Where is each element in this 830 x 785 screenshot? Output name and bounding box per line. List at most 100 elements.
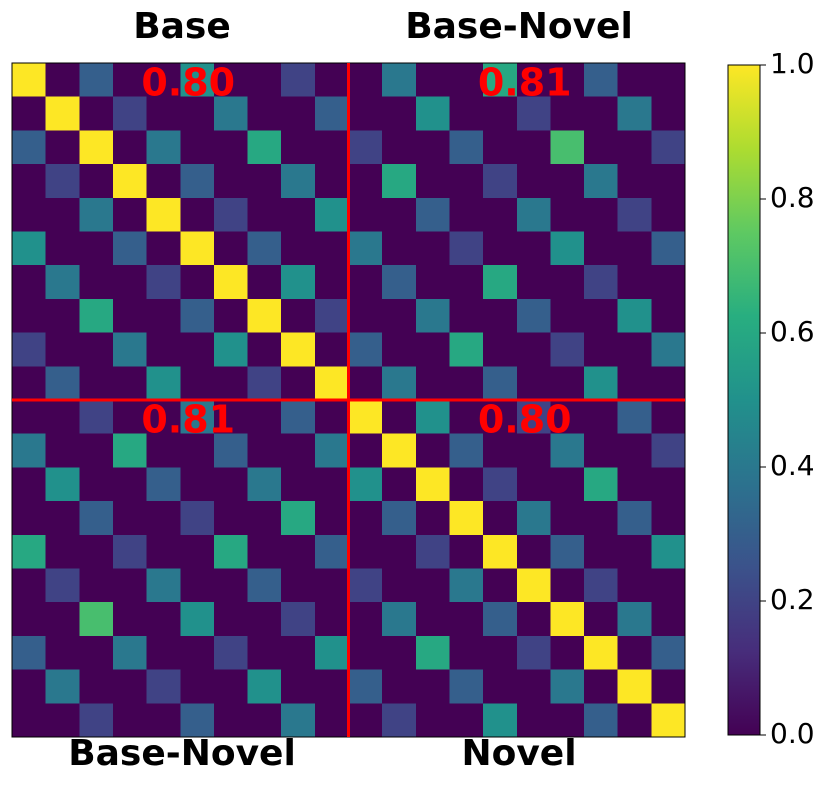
heatmap-cell bbox=[45, 130, 80, 165]
heatmap-cell bbox=[180, 669, 215, 704]
bottom-label: Novel bbox=[461, 733, 576, 774]
heatmap-cell bbox=[382, 63, 417, 98]
heatmap-cell bbox=[584, 501, 619, 536]
heatmap-cell bbox=[281, 433, 316, 468]
heatmap-cell bbox=[483, 63, 518, 98]
heatmap-cell bbox=[79, 265, 114, 300]
heatmap-cell bbox=[247, 467, 282, 502]
heatmap-cell bbox=[45, 635, 80, 671]
heatmap-cell bbox=[314, 467, 349, 502]
heatmap-cell bbox=[180, 602, 215, 637]
heatmap-cell bbox=[180, 298, 215, 334]
heatmap-cell bbox=[180, 265, 215, 300]
heatmap-cell bbox=[382, 669, 417, 704]
heatmap-cell bbox=[146, 669, 181, 704]
heatmap-cell bbox=[348, 298, 383, 334]
heatmap-cell bbox=[651, 96, 686, 131]
heatmap-cell bbox=[449, 501, 484, 536]
heatmap-cell bbox=[12, 332, 47, 367]
heatmap-cell bbox=[550, 298, 585, 334]
heatmap-cell bbox=[79, 298, 114, 334]
heatmap-cell bbox=[146, 197, 181, 232]
heatmap-cell bbox=[79, 568, 114, 603]
heatmap-cell bbox=[314, 568, 349, 603]
colorbar-tick-label: 1.0 bbox=[770, 47, 815, 80]
heatmap-cell bbox=[314, 534, 349, 569]
heatmap-cell bbox=[12, 602, 47, 637]
heatmap-cell bbox=[483, 298, 518, 334]
heatmap-cell bbox=[382, 366, 417, 401]
annotation: 0.80 bbox=[141, 61, 235, 105]
heatmap-cell bbox=[516, 568, 551, 603]
heatmap-cell bbox=[45, 366, 80, 401]
heatmap-cell bbox=[382, 298, 417, 334]
heatmap-cell bbox=[550, 669, 585, 704]
heatmap-cell bbox=[146, 534, 181, 569]
heatmap-cell bbox=[79, 366, 114, 401]
heatmap-cell bbox=[146, 635, 181, 671]
colorbar-tick-label: 0.6 bbox=[770, 315, 815, 348]
heatmap-cell bbox=[146, 433, 181, 468]
heatmap-cell bbox=[247, 433, 282, 468]
heatmap-cell bbox=[584, 635, 619, 671]
heatmap-cell bbox=[348, 332, 383, 367]
heatmap-cell bbox=[180, 400, 215, 435]
heatmap-cell bbox=[584, 63, 619, 98]
heatmap-cell bbox=[651, 130, 686, 165]
heatmap-cell bbox=[348, 63, 383, 98]
heatmap-cell bbox=[247, 501, 282, 536]
heatmap-cell bbox=[550, 400, 585, 435]
heatmap-cell bbox=[146, 400, 181, 435]
heatmap-cell bbox=[213, 602, 249, 637]
heatmap-cell bbox=[247, 265, 282, 300]
heatmap-cell bbox=[483, 197, 518, 232]
heatmap-cell bbox=[382, 467, 417, 502]
heatmap-cell bbox=[213, 96, 249, 131]
heatmap-cell bbox=[79, 400, 114, 435]
heatmap-cell bbox=[584, 467, 619, 502]
heatmap-cell bbox=[584, 669, 619, 704]
heatmap-cell bbox=[247, 669, 282, 704]
heatmap-cell bbox=[45, 96, 80, 131]
heatmap-cell bbox=[314, 669, 349, 704]
heatmap-cell bbox=[584, 96, 619, 131]
heatmap-cell bbox=[550, 366, 585, 401]
heatmap-cell bbox=[112, 265, 148, 300]
heatmap-cell bbox=[382, 265, 417, 300]
heatmap-cell bbox=[617, 467, 652, 502]
heatmap-cell bbox=[12, 467, 47, 502]
heatmap-cell bbox=[314, 298, 349, 334]
heatmap-cell bbox=[449, 130, 484, 165]
heatmap-cell bbox=[516, 231, 551, 266]
heatmap-cell bbox=[247, 635, 282, 671]
heatmap-cell bbox=[449, 231, 484, 266]
heatmap-cell bbox=[281, 265, 316, 300]
heatmap-cell bbox=[45, 501, 80, 536]
heatmap-cell bbox=[45, 433, 80, 468]
heatmap-cell bbox=[45, 332, 80, 367]
heatmap-cell bbox=[382, 433, 417, 468]
heatmap-cell bbox=[516, 265, 551, 300]
heatmap-cell bbox=[112, 197, 148, 232]
heatmap-cell bbox=[12, 501, 47, 536]
heatmap-cell bbox=[348, 96, 383, 131]
heatmap-cell bbox=[483, 433, 518, 468]
heatmap-cell bbox=[45, 164, 80, 199]
heatmap-cell bbox=[617, 164, 652, 199]
heatmap-cell bbox=[516, 366, 551, 401]
heatmap-cell bbox=[516, 63, 551, 98]
heatmap-cell bbox=[415, 669, 450, 704]
heatmap-cell bbox=[247, 130, 282, 165]
heatmap-cell bbox=[247, 366, 282, 401]
heatmap-cell bbox=[617, 96, 652, 131]
heatmap-cell bbox=[281, 703, 316, 738]
heatmap-cell bbox=[12, 635, 47, 671]
heatmap-cell bbox=[314, 501, 349, 536]
heatmap-cell bbox=[348, 669, 383, 704]
heatmap-cell bbox=[213, 400, 249, 435]
heatmap-cell bbox=[112, 602, 148, 637]
heatmap-cell bbox=[281, 669, 316, 704]
heatmap-cell bbox=[180, 332, 215, 367]
heatmap-cell bbox=[449, 400, 484, 435]
heatmap-cell bbox=[146, 501, 181, 536]
